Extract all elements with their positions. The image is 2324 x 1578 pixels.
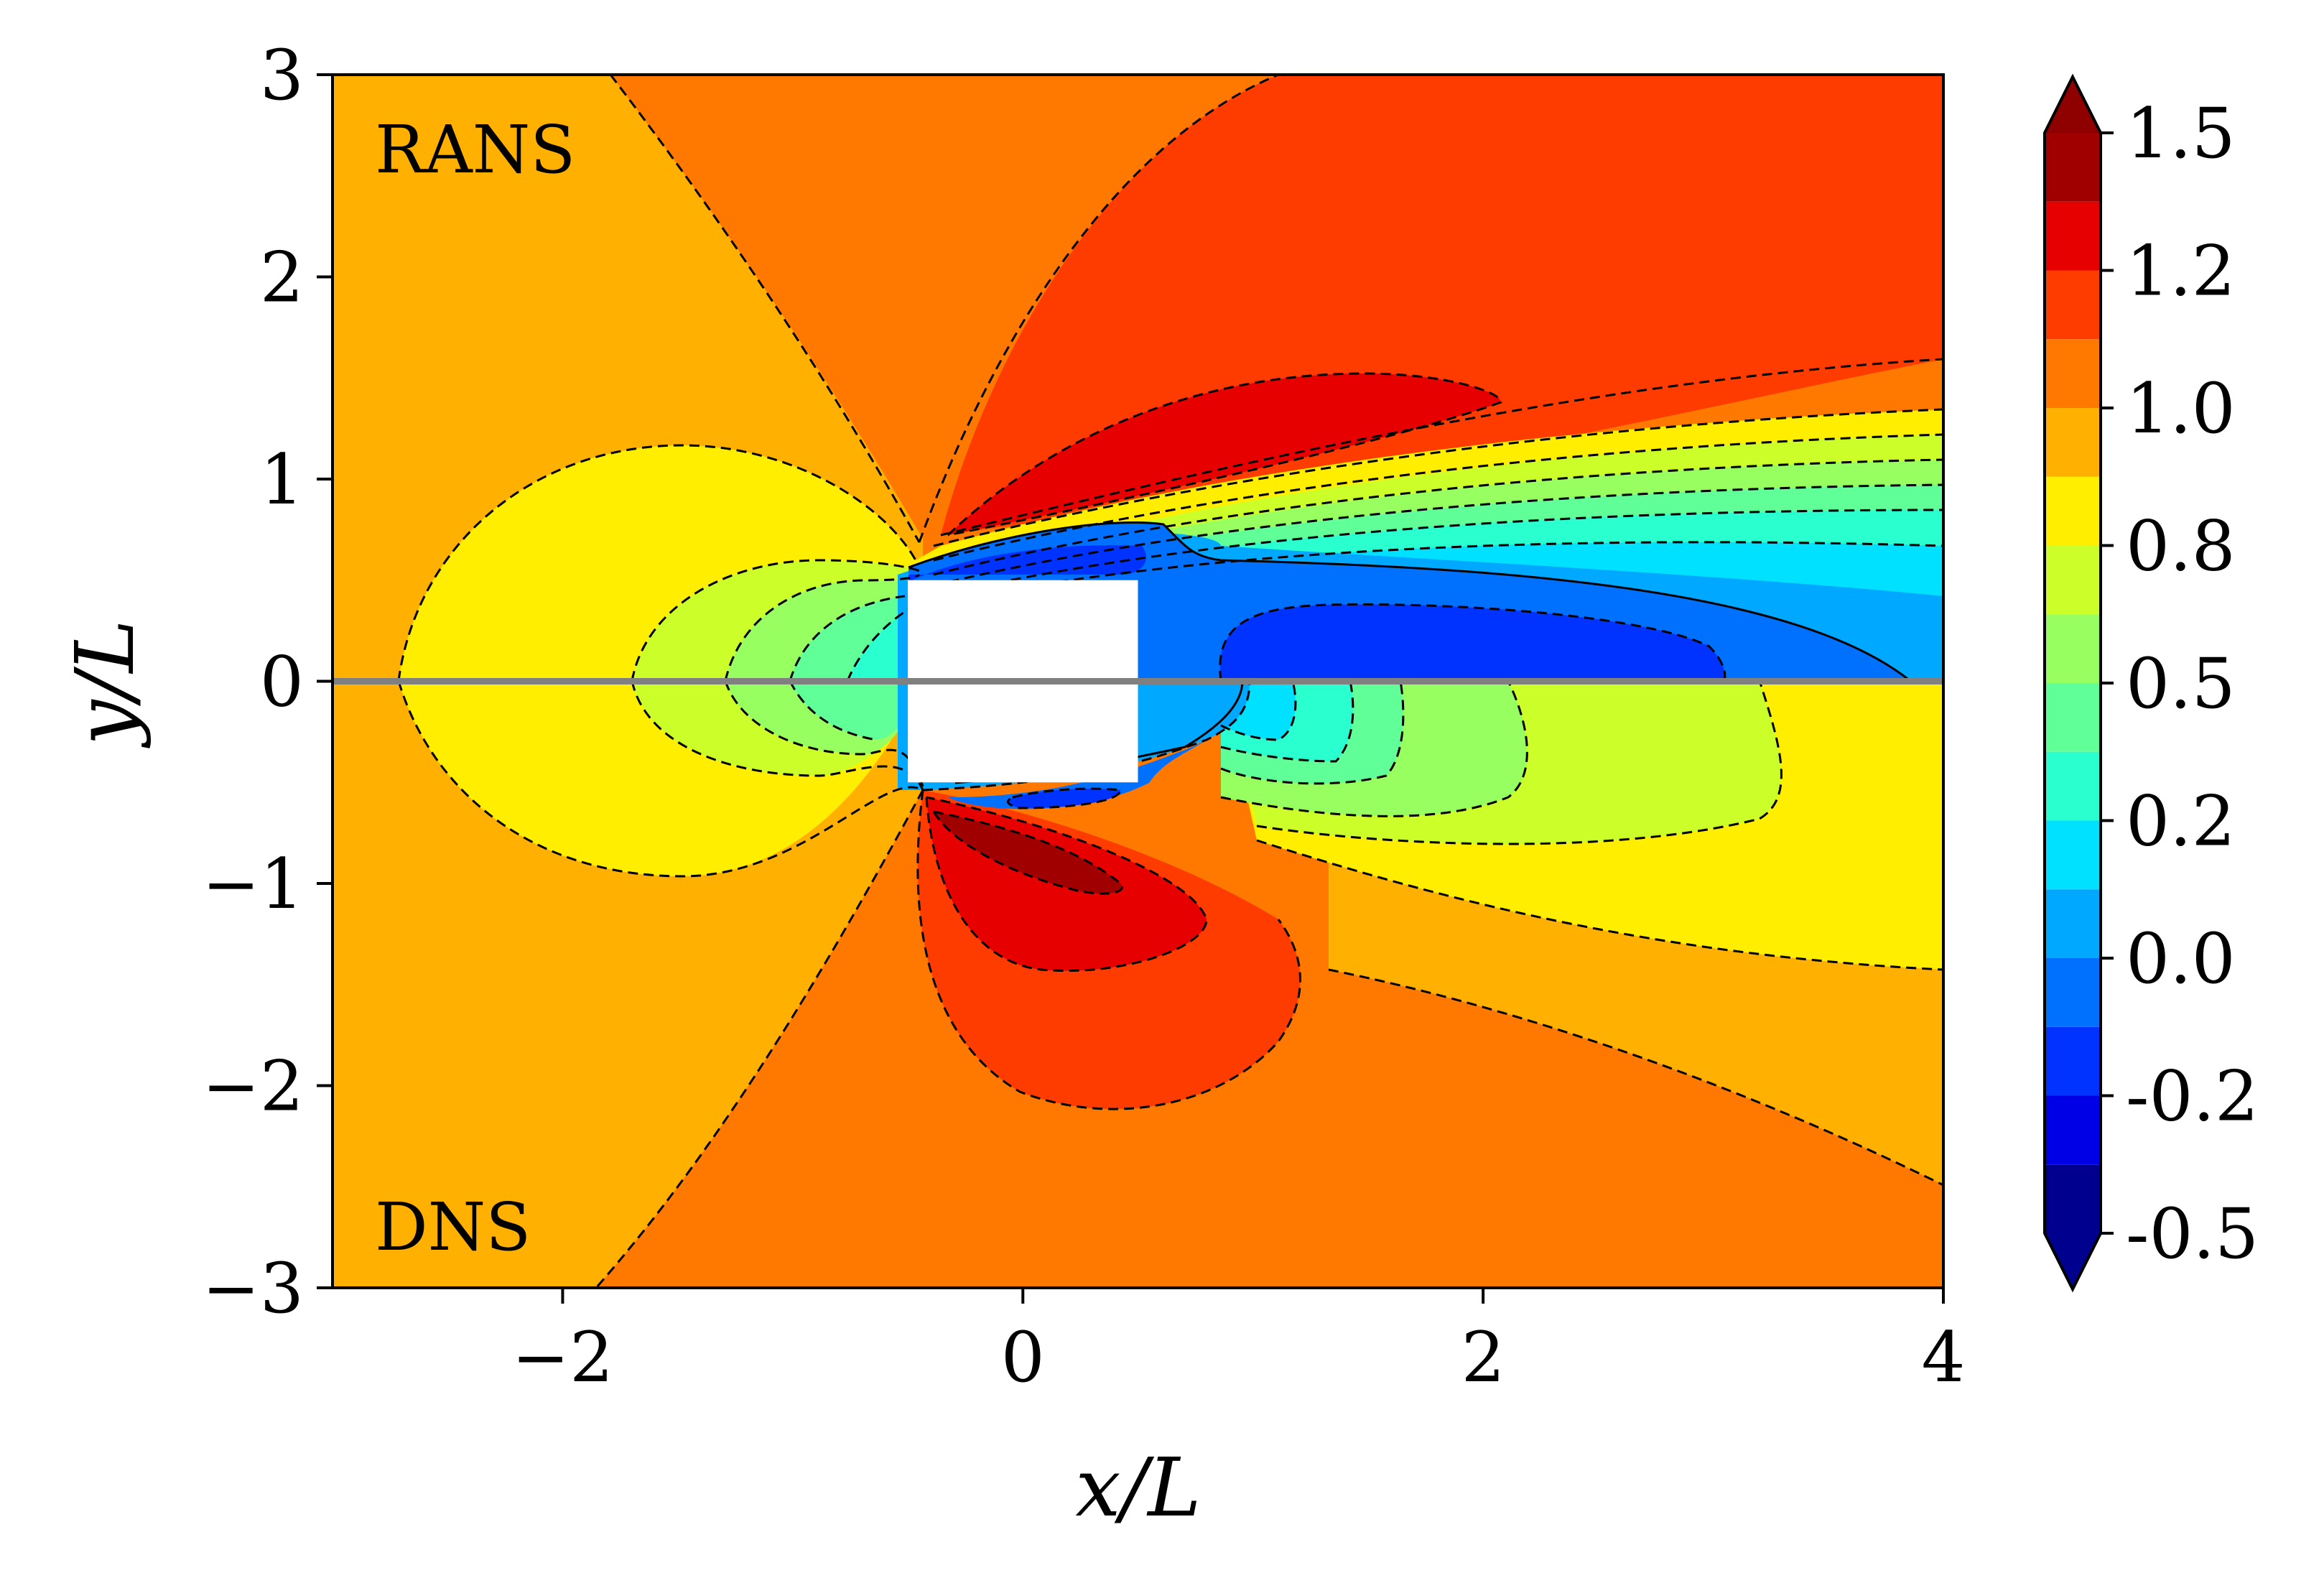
colorbar-extend-max [2045, 77, 2101, 133]
contour-band-1.5 [934, 812, 1123, 894]
rans-label: RANS [375, 111, 575, 188]
colorbar-segment [2045, 133, 2101, 202]
colorbar-segment [2045, 751, 2101, 821]
y-tick-label: 0 [260, 642, 304, 723]
colorbar-tick-label: 0.5 [2126, 644, 2236, 724]
colorbar-segment [2045, 683, 2101, 752]
colorbar-segment [2045, 545, 2101, 615]
colorbar-tick-label: 1.2 [2126, 231, 2236, 312]
colorbar-segment [2045, 614, 2101, 683]
colorbar-segment [2045, 1026, 2101, 1096]
colorbar-segment [2045, 408, 2101, 477]
colorbar-tick-label: 0.8 [2126, 506, 2236, 587]
colorbar-tick-label: -0.2 [2126, 1057, 2259, 1137]
colorbar-tick-label: 0.0 [2126, 919, 2236, 999]
x-axis-label: x/L [1075, 1442, 1201, 1535]
x-tick-label: 4 [1921, 1317, 1965, 1398]
rans-contour-field [333, 75, 1943, 681]
colorbar-tick-label: 1.5 [2126, 93, 2236, 174]
colorbar-segment [2045, 201, 2101, 271]
x-axis-ticks: −2 0 2 4 [512, 1288, 1966, 1398]
y-tick-label: −3 [202, 1248, 304, 1329]
colorbar-extend-min [2045, 1233, 2101, 1289]
contour-band--0.25-leading-edge [908, 545, 1146, 582]
colorbar-tick-label: 0.2 [2126, 781, 2236, 862]
y-axis-ticks: −3 −2 −1 0 1 2 3 [202, 35, 333, 1329]
colorbar-segment [2045, 339, 2101, 408]
x-tick-label: −2 [512, 1317, 614, 1398]
contour-lines-rans [397, 75, 1943, 681]
dns-contour-field [333, 681, 1943, 1288]
contour-band--0.25 [1219, 604, 1725, 681]
colorbar-segment [2045, 889, 2101, 958]
colorbar [2043, 73, 2102, 1293]
colorbar-ticks: 1.5 1.2 1.0 0.8 0.5 0.2 0.0 -0.2 -0.5 [2101, 93, 2259, 1274]
contour-lines-dns [397, 681, 1943, 1288]
contour-band-1.375 [948, 373, 1501, 535]
colorbar-tick-label: 1.0 [2126, 368, 2236, 449]
y-axis-label: y/L [59, 619, 152, 748]
y-tick-label: −2 [202, 1046, 304, 1127]
contour-band-0.375 [790, 681, 923, 740]
colorbar-segment [2045, 820, 2101, 890]
colorbar-tick-label: -0.5 [2126, 1194, 2259, 1274]
contour-plot-area [333, 75, 1943, 1288]
y-tick-label: −1 [202, 844, 304, 924]
colorbar-segment [2045, 270, 2101, 340]
x-tick-label: 0 [1001, 1317, 1045, 1398]
colorbar-segment [2045, 476, 2101, 546]
colorbar-segment [2045, 1095, 2101, 1165]
colorbar-segment [2045, 958, 2101, 1027]
y-tick-label: 3 [260, 35, 304, 116]
colorbar-segment [2045, 1164, 2101, 1233]
y-tick-label: 2 [260, 238, 304, 318]
x-tick-label: 2 [1461, 1317, 1505, 1398]
contour-line-zero-rans [908, 521, 1911, 681]
y-tick-label: 1 [260, 440, 304, 520]
dns-label: DNS [375, 1189, 531, 1266]
